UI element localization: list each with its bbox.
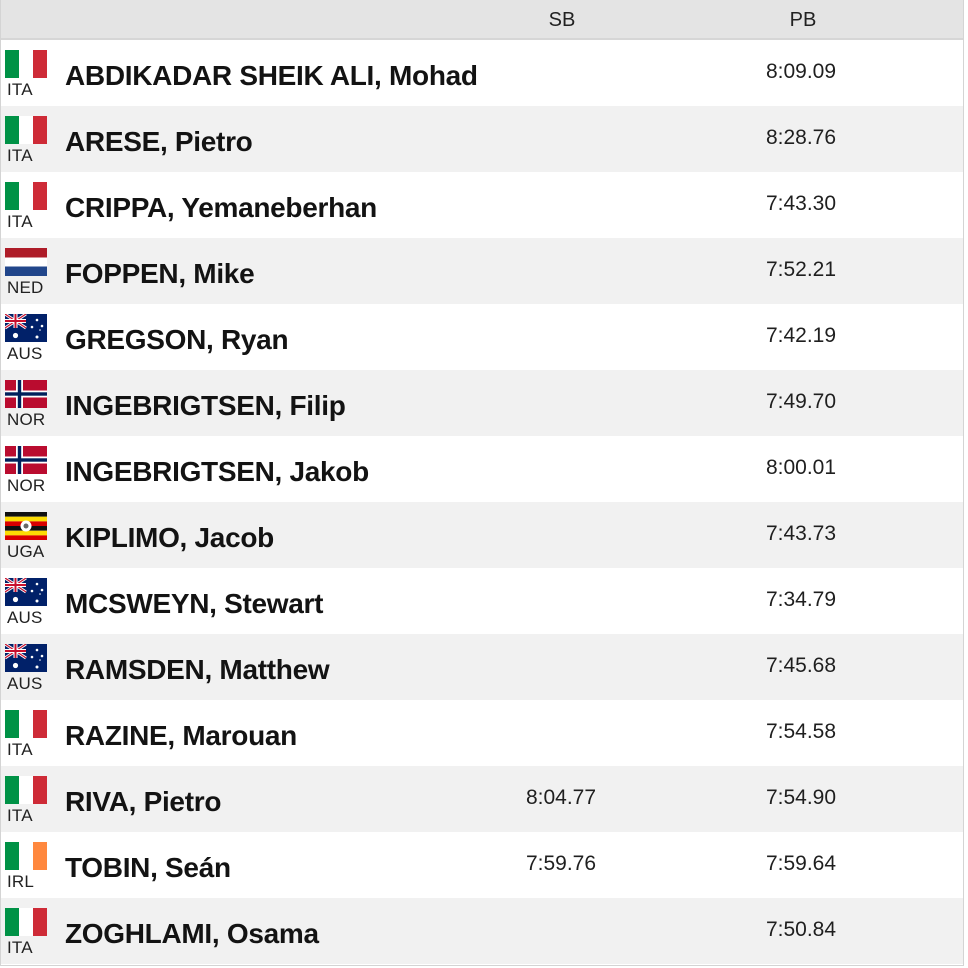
country-code: AUS bbox=[7, 608, 43, 627]
country-code: AUS bbox=[7, 344, 43, 363]
aus-flag-icon bbox=[5, 578, 47, 606]
athlete-name[interactable]: RAMSDEN, Matthew bbox=[65, 654, 330, 685]
table-row[interactable]: AUS GREGSON, Ryan 7:42.19 bbox=[1, 304, 963, 370]
country-code: IRL bbox=[7, 872, 35, 891]
season-best: 7:59.76 bbox=[525, 852, 597, 875]
ita-flag-icon bbox=[5, 908, 47, 936]
country-code: AUS bbox=[7, 674, 43, 693]
table-row[interactable]: AUS MCSWEYN, Stewart 7:34.79 bbox=[1, 568, 963, 634]
personal-best: 7:45.68 bbox=[765, 654, 837, 677]
table-row[interactable]: ITA ABDIKADAR SHEIK ALI, Mohad 8:09.09 bbox=[1, 40, 963, 106]
aus-flag-icon bbox=[5, 314, 47, 342]
country-code: UGA bbox=[7, 542, 45, 561]
ned-flag-icon bbox=[5, 248, 47, 276]
athlete-name[interactable]: TOBIN, Seán bbox=[65, 852, 231, 883]
table-body: ITA ABDIKADAR SHEIK ALI, Mohad 8:09.09 ITA A… bbox=[1, 40, 963, 964]
country-code: ITA bbox=[7, 806, 33, 825]
athlete-name[interactable]: GREGSON, Ryan bbox=[65, 324, 289, 355]
personal-best: 7:59.64 bbox=[765, 852, 837, 875]
athlete-name[interactable]: ZOGHLAMI, Osama bbox=[65, 918, 319, 949]
personal-best: 7:42.19 bbox=[765, 324, 837, 347]
country-code: ITA bbox=[7, 740, 33, 759]
athlete-name[interactable]: ARESE, Pietro bbox=[65, 126, 253, 157]
athlete-name[interactable]: INGEBRIGTSEN, Filip bbox=[65, 390, 346, 421]
personal-best: 8:28.76 bbox=[765, 126, 837, 149]
nor-flag-icon bbox=[5, 446, 47, 474]
table-row[interactable]: ITA ZOGHLAMI, Osama 7:50.84 bbox=[1, 898, 963, 964]
table-row[interactable]: NOR INGEBRIGTSEN, Filip 7:49.70 bbox=[1, 370, 963, 436]
athlete-name[interactable]: INGEBRIGTSEN, Jakob bbox=[65, 456, 369, 487]
table-row[interactable]: ITA ARESE, Pietro 8:28.76 bbox=[1, 106, 963, 172]
season-best: 8:04.77 bbox=[525, 786, 597, 809]
personal-best: 7:43.30 bbox=[765, 192, 837, 215]
nor-flag-icon bbox=[5, 380, 47, 408]
athlete-name[interactable]: RAZINE, Marouan bbox=[65, 720, 297, 751]
pb-column-header[interactable]: PB bbox=[789, 9, 817, 31]
personal-best: 7:34.79 bbox=[765, 588, 837, 611]
table-row[interactable]: NOR INGEBRIGTSEN, Jakob 8:00.01 bbox=[1, 436, 963, 502]
table-row[interactable]: UGA KIPLIMO, Jacob 7:43.73 bbox=[1, 502, 963, 568]
table-row[interactable]: ITA CRIPPA, Yemaneberhan 7:43.30 bbox=[1, 172, 963, 238]
uga-flag-icon bbox=[5, 512, 47, 540]
country-code: ITA bbox=[7, 80, 33, 99]
sb-column-header[interactable]: SB bbox=[548, 9, 576, 31]
athlete-name[interactable]: CRIPPA, Yemaneberhan bbox=[65, 192, 377, 223]
aus-flag-icon bbox=[5, 644, 47, 672]
table-row[interactable]: AUS RAMSDEN, Matthew 7:45.68 bbox=[1, 634, 963, 700]
ita-flag-icon bbox=[5, 776, 47, 804]
personal-best: 7:43.73 bbox=[765, 522, 837, 545]
table-row[interactable]: ITA RIVA, Pietro 8:04.77 7:54.90 bbox=[1, 766, 963, 832]
athlete-name[interactable]: MCSWEYN, Stewart bbox=[65, 588, 324, 619]
ita-flag-icon bbox=[5, 182, 47, 210]
table-header: SB PB bbox=[1, 0, 963, 40]
table-row[interactable]: ITA RAZINE, Marouan 7:54.58 bbox=[1, 700, 963, 766]
personal-best: 8:00.01 bbox=[765, 456, 837, 479]
ita-flag-icon bbox=[5, 50, 47, 78]
athlete-name[interactable]: KIPLIMO, Jacob bbox=[65, 522, 274, 553]
country-code: ITA bbox=[7, 212, 33, 231]
personal-best: 7:49.70 bbox=[765, 390, 837, 413]
athlete-name[interactable]: FOPPEN, Mike bbox=[65, 258, 255, 289]
country-code: ITA bbox=[7, 146, 33, 165]
table-row[interactable]: IRL TOBIN, Seán 7:59.76 7:59.64 bbox=[1, 832, 963, 898]
personal-best: 7:54.90 bbox=[765, 786, 837, 809]
personal-best: 7:52.21 bbox=[765, 258, 837, 281]
ita-flag-icon bbox=[5, 116, 47, 144]
ita-flag-icon bbox=[5, 710, 47, 738]
country-code: NED bbox=[7, 278, 44, 297]
table-row[interactable]: NED FOPPEN, Mike 7:52.21 bbox=[1, 238, 963, 304]
personal-best: 7:54.58 bbox=[765, 720, 837, 743]
irl-flag-icon bbox=[5, 842, 47, 870]
country-code: NOR bbox=[7, 410, 46, 429]
personal-best: 8:09.09 bbox=[765, 60, 837, 83]
athlete-name[interactable]: RIVA, Pietro bbox=[65, 786, 222, 817]
country-code: ITA bbox=[7, 938, 33, 957]
personal-best: 7:50.84 bbox=[765, 918, 837, 941]
country-code: NOR bbox=[7, 476, 46, 495]
athlete-name[interactable]: ABDIKADAR SHEIK ALI, Mohad bbox=[65, 60, 478, 91]
